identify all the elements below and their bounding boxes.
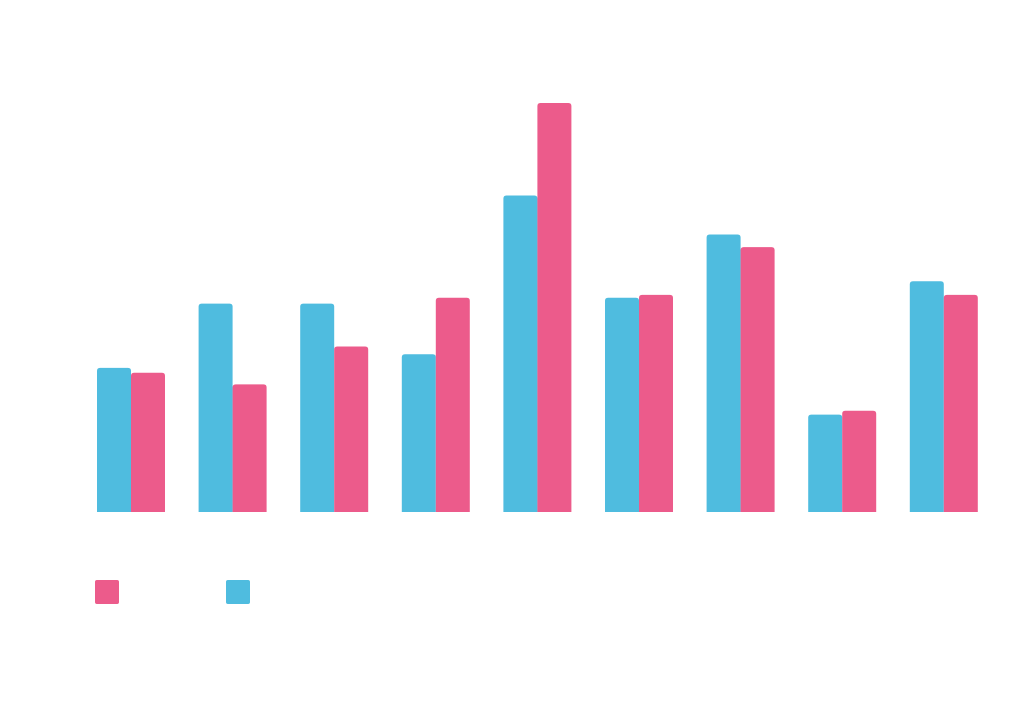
bar-series2-group5[interactable] [537, 103, 572, 512]
bar-series2-group4[interactable] [435, 297, 470, 512]
bar-series2-group8[interactable] [842, 410, 877, 512]
bar-series2-group9[interactable] [943, 294, 978, 512]
bar-group-2 [198, 303, 267, 512]
bar-group-3 [300, 303, 369, 512]
bar-group-1 [97, 367, 165, 512]
bar-series2-group1[interactable] [131, 372, 165, 512]
bar-series1-group4[interactable] [401, 354, 436, 512]
bar-series1-group5[interactable] [503, 195, 538, 512]
bar-group-7 [706, 234, 775, 512]
bar-series2-group2[interactable] [232, 384, 267, 512]
bar-group-6 [605, 294, 673, 512]
bar-series1-group6[interactable] [605, 297, 639, 512]
legend [95, 580, 250, 604]
bar-series1-group2[interactable] [198, 303, 233, 512]
bar-group-5 [503, 103, 572, 512]
bars-layer [97, 103, 978, 512]
legend-swatch-series2[interactable] [95, 580, 119, 604]
bar-series1-group1[interactable] [97, 367, 131, 512]
bar-series2-group6[interactable] [639, 294, 673, 512]
bar-series1-group3[interactable] [300, 303, 335, 512]
bar-group-8 [808, 410, 877, 512]
bar-series2-group7[interactable] [740, 247, 775, 512]
legend-swatch-series1[interactable] [226, 580, 250, 604]
bar-series1-group8[interactable] [808, 414, 843, 512]
bar-series1-group9[interactable] [909, 281, 944, 512]
bar-group-4 [401, 297, 470, 512]
bar-series1-group7[interactable] [706, 234, 741, 512]
bar-group-9 [909, 281, 978, 512]
bar-series2-group3[interactable] [334, 346, 369, 512]
